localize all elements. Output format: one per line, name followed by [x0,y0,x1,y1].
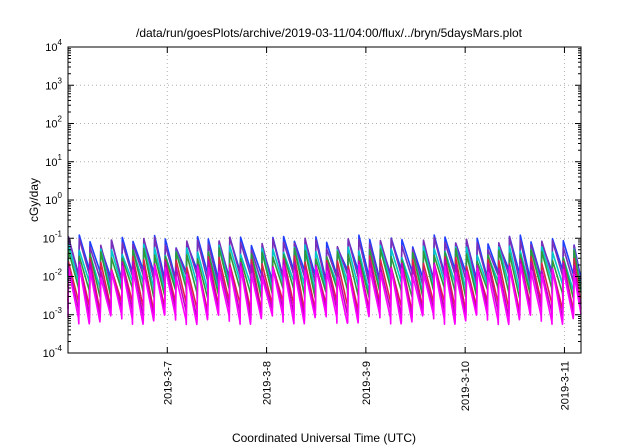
y-tick-label: 100 [45,191,62,207]
y-tick-label-base: 10 [45,80,57,92]
y-tick-label-exponent: -1 [55,229,63,238]
y-tick-label: 102 [45,115,62,131]
x-tick-label: 2019-3-10 [460,361,472,411]
y-tick-label-base: 10 [43,348,55,360]
series-group [67,234,582,326]
y-tick-label-base: 10 [45,195,57,207]
y-tick-label: 10-3 [43,306,63,322]
y-tick-label-base: 10 [45,42,57,54]
y-tick-label: 103 [45,76,62,92]
y-tick-label-exponent: -3 [55,306,63,315]
x-axis-label: Coordinated Universal Time (UTC) [232,431,416,445]
y-tick-label-base: 10 [43,233,55,245]
chart-title: /data/run/goesPlots/archive/2019-03-11/0… [136,26,523,40]
y-tick-label-exponent: 1 [58,153,63,162]
y-tick-label-base: 10 [45,157,57,169]
x-tick-label: 2019-3-8 [262,361,274,405]
y-tick-label-base: 10 [43,272,55,284]
y-tick-label-exponent: -2 [55,268,63,277]
y-tick-label-base: 10 [45,119,57,131]
y-tick-label: 104 [45,38,62,54]
y-tick-label: 10-2 [43,268,63,284]
y-tick-label-exponent: 2 [58,115,63,124]
y-tick-label-base: 10 [43,310,55,322]
y-tick-label: 10-4 [43,344,63,360]
y-tick-label: 101 [45,153,62,169]
y-tick-label-exponent: 3 [58,76,63,85]
y-tick-label-exponent: 0 [58,191,63,200]
x-tick-label: 2019-3-11 [559,361,571,410]
y-tick-label-exponent: 4 [58,38,63,47]
x-tick-label: 2019-3-9 [361,361,373,405]
y-tick-label: 10-1 [43,229,63,245]
y-axis-label: cGy/day [27,178,41,222]
x-tick-label: 2019-3-7 [162,361,174,405]
y-tick-label-exponent: -4 [55,344,63,353]
series-line [67,263,582,326]
x-axis: 2019-3-7 2019-3-8 2019-3-9 2019-3-10 2019-3-… [162,47,571,411]
